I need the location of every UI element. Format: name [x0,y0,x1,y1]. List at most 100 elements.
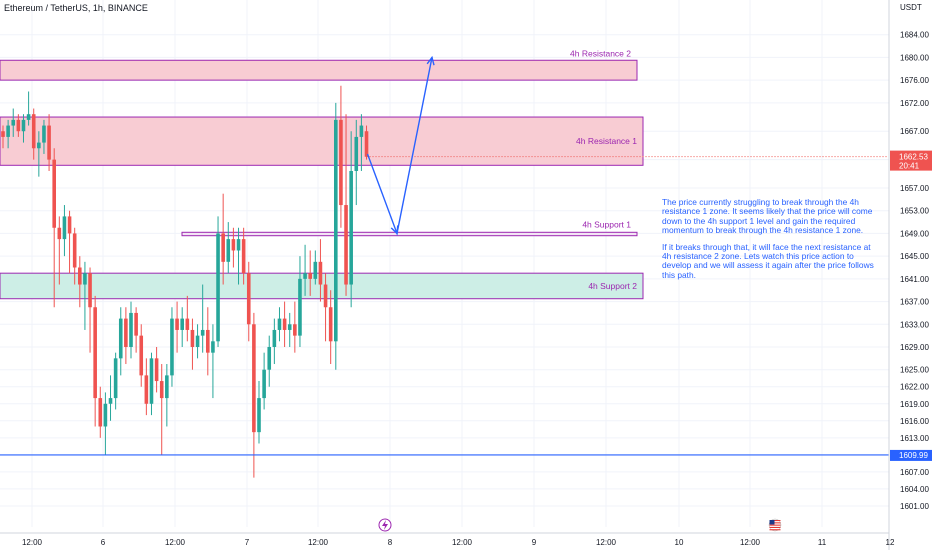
symbol-title[interactable]: Ethereum / TetherUS, 1h, BINANCE [4,3,148,13]
us-flag-stripe [769,529,781,531]
projection-arrow [366,55,435,236]
price-tick-label: 1607.00 [900,468,929,477]
candle-body [42,125,46,143]
price-axis[interactable]: 1684.00 1680.00 1676.00 1672.00 1667.00 1662.… [888,0,932,550]
candle-body [1,131,5,137]
current-price-value: 1662.53 [899,153,928,162]
current-price-badge [890,150,932,171]
price-tick-label: 1622.00 [900,383,929,392]
price-tick-label: 1672.00 [900,99,929,108]
candle-body [216,233,220,342]
time-tick-label: 12:00 [596,538,617,547]
candle-body [195,335,200,347]
price-tick-label: 1601.00 [900,502,929,511]
price-tick-label: 1604.00 [900,485,929,494]
price-tick-label: 1629.00 [900,343,929,352]
candle-body [206,329,210,353]
candle-body [287,324,292,330]
time-tick-label: 6 [101,538,106,547]
time-tick-label: 12:00 [22,538,43,547]
axis-icons [378,518,782,532]
candle-body [175,318,179,330]
zone-resistance [0,116,644,166]
candle-body [78,267,82,285]
candle-body [277,318,282,330]
time-tick-label: 11 [818,538,827,547]
candle-body [16,119,21,132]
time-tick-label: 12:00 [165,538,186,547]
candle-body [62,216,67,240]
time-tick-label: 7 [245,538,250,547]
candle-body [359,125,364,137]
candle-body [221,233,225,262]
candle-body [83,273,87,285]
candle-body [103,403,108,427]
lightning-icon [378,518,392,532]
price-tick-label: 1616.00 [900,417,929,426]
time-tick-label: 9 [532,538,537,547]
candle-body [88,273,92,308]
candle-body [318,261,323,285]
candle-body [328,307,333,342]
level-badge-value: 1609.99 [899,451,928,460]
us-flag-stripe [769,522,781,524]
candle-body [139,335,144,376]
candle-body [154,358,159,382]
price-tick-label: 1649.00 [900,229,929,238]
candle-body [272,329,277,347]
candle-body [47,125,51,160]
candle-body [67,216,72,234]
candle-body [52,159,56,228]
candle-body [11,119,16,126]
candle-body [308,273,312,279]
zone-resistance [0,59,638,81]
candle-body [129,312,133,347]
time-tick-label: 12:00 [452,538,473,547]
candle-body [159,381,164,399]
candle-body [236,239,241,251]
candle-body [339,119,343,206]
price-zones: 4h Resistance 2 4h Resistance 1 4h Support… [0,48,644,300]
level-badge [890,449,932,461]
zone-label: 4h Support 2 [588,281,637,291]
price-tick-label: 1680.00 [900,53,929,62]
time-tick-label: 8 [388,538,393,547]
candle-body [57,227,62,240]
candle-body [323,284,328,308]
projection-arrowhead-down [390,225,399,235]
candle-body [170,318,174,376]
candle-body [298,278,302,336]
candle-body [149,358,154,404]
candle-body [344,205,348,285]
note-paragraph-2: If it breaks through that, it will face … [662,241,874,280]
analysis-note: The price currently struggling to break … [662,197,880,287]
candle-body [313,261,318,279]
candle-body [72,233,77,268]
candle-body [98,398,103,427]
candle-body [31,114,36,149]
candle-body [37,142,41,149]
price-tick-label: 1625.00 [900,366,929,375]
candle-body [354,136,359,171]
us-flag-icon [768,518,782,532]
lightning-icon-bolt [382,520,388,530]
candle-body [211,341,215,353]
price-tick-label: 1684.00 [900,31,929,40]
us-flag-stripe [769,520,781,522]
time-axis[interactable]: 12:00 6 12:00 7 12:00 8 12:00 9 12:00 10 12:00 11 12 [0,532,895,547]
candle-body [108,398,113,404]
price-tick-label: 1633.00 [900,320,929,329]
candle-body [257,398,261,433]
candle-body [113,358,118,399]
us-flag-canton [769,520,775,525]
candle-body [144,375,149,404]
candle-body [349,170,353,285]
candle-body [364,131,369,157]
price-tick-label: 1653.00 [900,207,929,216]
candle-body [200,329,205,336]
candle-body [21,119,26,132]
level-lines [0,156,889,456]
price-tick-label: 1645.00 [900,252,929,261]
